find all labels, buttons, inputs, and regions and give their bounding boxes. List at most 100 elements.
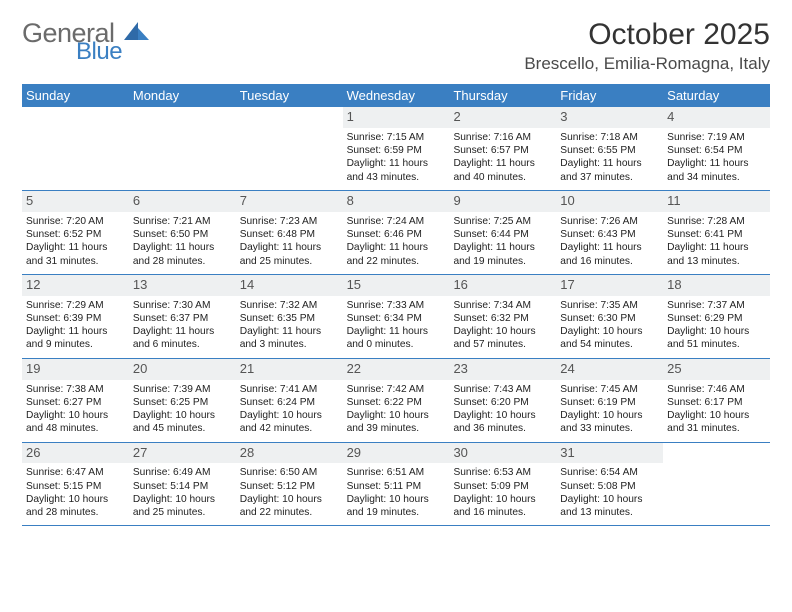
day-info: Sunrise: 6:50 AMSunset: 5:12 PMDaylight:…	[240, 466, 339, 519]
info-daylight1: Daylight: 11 hours	[347, 325, 446, 338]
info-sunset: Sunset: 6:32 PM	[453, 312, 552, 325]
info-sunrise: Sunrise: 7:41 AM	[240, 383, 339, 396]
day-info: Sunrise: 7:18 AMSunset: 6:55 PMDaylight:…	[560, 131, 659, 184]
info-sunset: Sunset: 6:37 PM	[133, 312, 232, 325]
day-number: 31	[556, 443, 663, 464]
info-sunset: Sunset: 6:29 PM	[667, 312, 766, 325]
info-sunrise: Sunrise: 6:54 AM	[560, 466, 659, 479]
info-sunset: Sunset: 6:54 PM	[667, 144, 766, 157]
weekday-header-row: Sunday Monday Tuesday Wednesday Thursday…	[22, 84, 770, 107]
calendar-cell: 14Sunrise: 7:32 AMSunset: 6:35 PMDayligh…	[236, 275, 343, 358]
calendar-row: 12Sunrise: 7:29 AMSunset: 6:39 PMDayligh…	[22, 275, 770, 359]
info-daylight2: and 22 minutes.	[347, 255, 446, 268]
calendar-cell	[22, 107, 129, 190]
calendar-cell: 22 Sunrise: 7:42 AMSunset: 6:22 PMDayligh…	[343, 359, 450, 442]
info-daylight1: Daylight: 10 hours	[26, 493, 125, 506]
calendar-row: 19Sunrise: 7:38 AMSunset: 6:27 PMDayligh…	[22, 359, 770, 443]
day-info: Sunrise: 7:19 AMSunset: 6:54 PMDaylight:…	[667, 131, 766, 184]
info-daylight2: and 48 minutes.	[26, 422, 125, 435]
day-number: 1	[343, 107, 450, 128]
day-info: Sunrise: 7:42 AMSunset: 6:22 PMDaylight:…	[347, 383, 446, 436]
info-sunset: Sunset: 5:12 PM	[240, 480, 339, 493]
day-info: Sunrise: 7:23 AMSunset: 6:48 PMDaylight:…	[240, 215, 339, 268]
info-sunrise: Sunrise: 7:15 AM	[347, 131, 446, 144]
info-daylight2: and 51 minutes.	[667, 338, 766, 351]
info-sunset: Sunset: 6:55 PM	[560, 144, 659, 157]
info-sunrise: Sunrise: 7:16 AM	[453, 131, 552, 144]
info-daylight2: and 19 minutes.	[453, 255, 552, 268]
day-number: 11	[663, 191, 770, 212]
calendar-cell: 6Sunrise: 7:21 AMSunset: 6:50 PMDaylight…	[129, 191, 236, 274]
calendar-cell: 30Sunrise: 6:53 AMSunset: 5:09 PMDayligh…	[449, 443, 556, 526]
calendar-cell: 26Sunrise: 6:47 AMSunset: 5:15 PMDayligh…	[22, 443, 129, 526]
weekday-header: Thursday	[449, 84, 556, 107]
day-number: 19	[22, 359, 129, 380]
info-daylight1: Daylight: 10 hours	[560, 493, 659, 506]
calendar-body: 1Sunrise: 7:15 AMSunset: 6:59 PMDaylight…	[22, 107, 770, 526]
calendar-cell: 11 Sunrise: 7:28 AMSunset: 6:41 PMDayligh…	[663, 191, 770, 274]
info-sunset: Sunset: 6:48 PM	[240, 228, 339, 241]
info-sunset: Sunset: 6:50 PM	[133, 228, 232, 241]
info-daylight2: and 16 minutes.	[560, 255, 659, 268]
info-sunrise: Sunrise: 6:49 AM	[133, 466, 232, 479]
calendar-cell: 7 Sunrise: 7:23 AMSunset: 6:48 PMDaylight…	[236, 191, 343, 274]
day-number: 29	[343, 443, 450, 464]
info-daylight2: and 33 minutes.	[560, 422, 659, 435]
info-sunrise: Sunrise: 7:28 AM	[667, 215, 766, 228]
day-info: Sunrise: 6:49 AMSunset: 5:14 PMDaylight:…	[133, 466, 232, 519]
calendar-row: 5Sunrise: 7:20 AMSunset: 6:52 PMDaylight…	[22, 191, 770, 275]
day-info: Sunrise: 6:54 AMSunset: 5:08 PMDaylight:…	[560, 466, 659, 519]
info-daylight1: Daylight: 10 hours	[133, 409, 232, 422]
info-sunrise: Sunrise: 7:46 AM	[667, 383, 766, 396]
info-sunrise: Sunrise: 7:35 AM	[560, 299, 659, 312]
day-number: 7	[236, 191, 343, 212]
info-daylight1: Daylight: 10 hours	[453, 409, 552, 422]
info-daylight1: Daylight: 10 hours	[240, 493, 339, 506]
info-sunset: Sunset: 6:52 PM	[26, 228, 125, 241]
day-number: 3	[556, 107, 663, 128]
logo: General Blue	[22, 18, 115, 49]
calendar-cell: 29Sunrise: 6:51 AMSunset: 5:11 PMDayligh…	[343, 443, 450, 526]
info-daylight2: and 25 minutes.	[240, 255, 339, 268]
day-number: 8	[343, 191, 450, 212]
info-sunrise: Sunrise: 7:37 AM	[667, 299, 766, 312]
info-daylight2: and 25 minutes.	[133, 506, 232, 519]
info-daylight2: and 54 minutes.	[560, 338, 659, 351]
day-info: Sunrise: 7:35 AMSunset: 6:30 PMDaylight:…	[560, 299, 659, 352]
day-info: Sunrise: 7:32 AMSunset: 6:35 PMDaylight:…	[240, 299, 339, 352]
day-info: Sunrise: 7:28 AMSunset: 6:41 PMDaylight:…	[667, 215, 766, 268]
info-daylight1: Daylight: 11 hours	[560, 241, 659, 254]
info-daylight2: and 16 minutes.	[453, 506, 552, 519]
calendar-cell: 10Sunrise: 7:26 AMSunset: 6:43 PMDayligh…	[556, 191, 663, 274]
calendar-cell: 18Sunrise: 7:37 AMSunset: 6:29 PMDayligh…	[663, 275, 770, 358]
info-daylight1: Daylight: 10 hours	[347, 493, 446, 506]
info-daylight1: Daylight: 11 hours	[26, 325, 125, 338]
info-sunset: Sunset: 6:35 PM	[240, 312, 339, 325]
calendar-cell: 19Sunrise: 7:38 AMSunset: 6:27 PMDayligh…	[22, 359, 129, 442]
weekday-header: Saturday	[663, 84, 770, 107]
info-daylight2: and 13 minutes.	[560, 506, 659, 519]
day-info: Sunrise: 7:41 AMSunset: 6:24 PMDaylight:…	[240, 383, 339, 436]
day-info: Sunrise: 7:24 AMSunset: 6:46 PMDaylight:…	[347, 215, 446, 268]
info-sunrise: Sunrise: 6:51 AM	[347, 466, 446, 479]
info-sunrise: Sunrise: 7:23 AM	[240, 215, 339, 228]
info-daylight2: and 28 minutes.	[26, 506, 125, 519]
info-sunset: Sunset: 6:39 PM	[26, 312, 125, 325]
day-info: Sunrise: 6:51 AMSunset: 5:11 PMDaylight:…	[347, 466, 446, 519]
info-daylight2: and 45 minutes.	[133, 422, 232, 435]
info-sunrise: Sunrise: 7:24 AM	[347, 215, 446, 228]
weekday-header: Monday	[129, 84, 236, 107]
info-sunset: Sunset: 5:15 PM	[26, 480, 125, 493]
info-sunrise: Sunrise: 7:29 AM	[26, 299, 125, 312]
info-daylight1: Daylight: 11 hours	[347, 157, 446, 170]
day-number: 22	[343, 359, 450, 380]
info-daylight1: Daylight: 11 hours	[560, 157, 659, 170]
day-number: 27	[129, 443, 236, 464]
info-sunset: Sunset: 5:14 PM	[133, 480, 232, 493]
day-number: 30	[449, 443, 556, 464]
calendar-cell: 9Sunrise: 7:25 AMSunset: 6:44 PMDaylight…	[449, 191, 556, 274]
calendar-cell: 17Sunrise: 7:35 AMSunset: 6:30 PMDayligh…	[556, 275, 663, 358]
info-daylight1: Daylight: 11 hours	[133, 241, 232, 254]
info-daylight2: and 37 minutes.	[560, 171, 659, 184]
info-sunrise: Sunrise: 7:42 AM	[347, 383, 446, 396]
